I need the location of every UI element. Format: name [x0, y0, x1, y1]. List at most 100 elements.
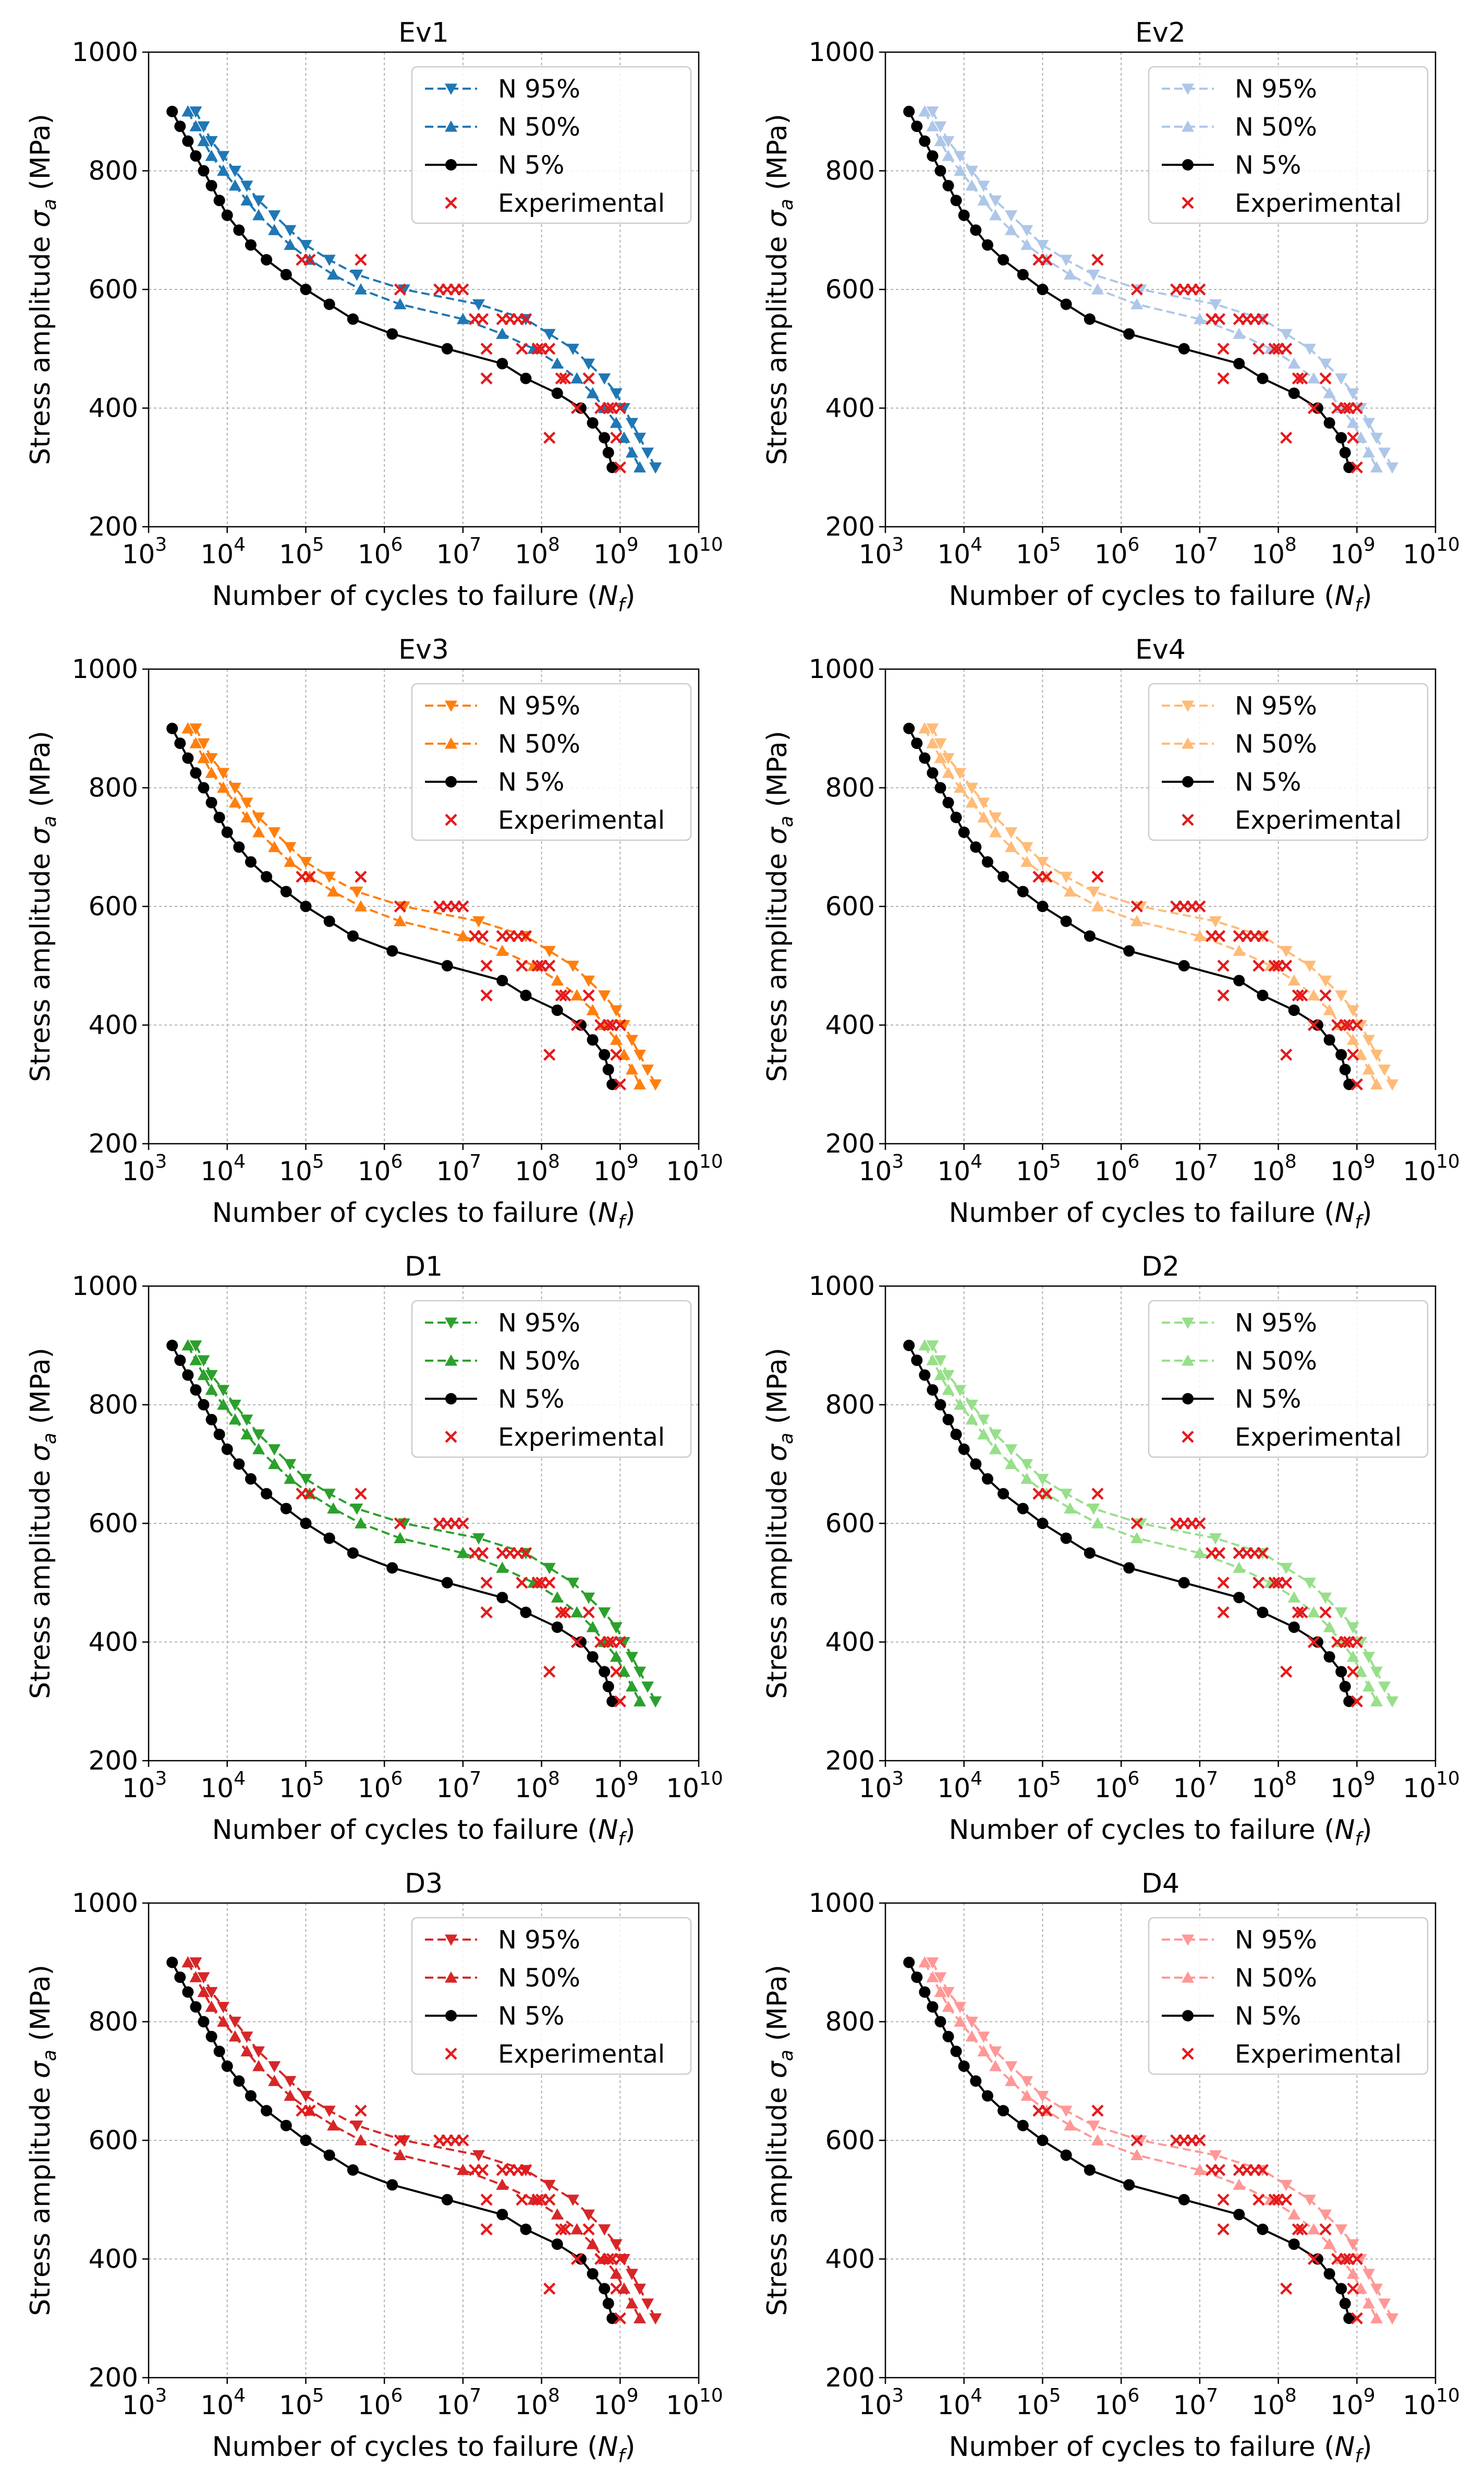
n95-point: [598, 2224, 611, 2236]
n50-point: [1020, 1472, 1033, 1484]
n95-point: [1362, 1035, 1375, 1046]
experimental-point: [1213, 2164, 1226, 2176]
x-tick-label: 103: [122, 534, 167, 570]
n50-point: [1091, 2134, 1104, 2146]
experimental-point: [1307, 1636, 1320, 1649]
plot-frame: [148, 51, 700, 528]
n5-point: [245, 2090, 257, 2102]
experimental-point: [1091, 1487, 1104, 1500]
n50-point: [1354, 431, 1367, 443]
y-tick-label: 800: [89, 156, 138, 186]
n5-point: [1343, 462, 1355, 474]
n95-point: [1346, 2239, 1359, 2251]
n50-point: [918, 1956, 931, 1968]
experimental-point: [1319, 989, 1332, 1002]
x-axis-label: Number of cycles to failure (Nf): [949, 1197, 1372, 1233]
n50-point: [617, 2282, 630, 2294]
experimental-point: [1130, 2134, 1143, 2147]
x-tick-label: 1010: [1403, 2385, 1459, 2420]
experimental-point: [1280, 343, 1293, 355]
legend-box: [411, 683, 692, 841]
n95-point: [217, 768, 230, 780]
n95-point: [1303, 961, 1316, 972]
experimental-point: [1256, 1547, 1269, 1559]
n5-point: [347, 313, 359, 325]
n50-point: [1307, 372, 1320, 384]
n95-point: [1280, 2179, 1293, 2191]
n50-point: [1323, 387, 1336, 398]
experimental-point: [394, 2134, 406, 2147]
x-tick-label: 108: [1251, 2385, 1297, 2420]
experimental-point: [516, 1577, 528, 1589]
n50-point: [189, 1354, 202, 1365]
experimental-point: [516, 960, 528, 972]
experimental-point: [1347, 1048, 1359, 1061]
legend-marker-n5: [1182, 159, 1194, 171]
experimental-point: [1292, 372, 1304, 385]
n5-point: [1323, 1651, 1335, 1663]
n50-point: [551, 2208, 564, 2220]
n5-point: [919, 752, 931, 764]
n5-point: [496, 2209, 508, 2221]
experimental-point: [614, 1695, 626, 1707]
n50-point: [1354, 1048, 1367, 1060]
n95-point: [1378, 1681, 1391, 1693]
x-axis-label: Number of cycles to failure (Nf): [212, 1197, 636, 1233]
n5-point: [911, 1971, 923, 1983]
experimental-point: [582, 372, 595, 385]
x-tick-label: 105: [1016, 534, 1061, 570]
experimental-point: [559, 989, 571, 1002]
x-tick-label: 1010: [1403, 1768, 1459, 1803]
legend-label: Experimental: [498, 1423, 665, 1452]
n50-point: [1233, 2178, 1246, 2190]
experimental-point: [1194, 1517, 1206, 1530]
n50-point: [926, 1354, 939, 1365]
y-tick-label: 600: [89, 891, 138, 922]
n50-point: [181, 722, 194, 734]
experimental-point: [1351, 461, 1363, 474]
n5-point: [942, 1413, 954, 1425]
n95-point: [1319, 358, 1332, 370]
x-tick-label: 104: [937, 1768, 982, 1803]
experimental-point: [1319, 1606, 1332, 1619]
n50-point: [1362, 1063, 1375, 1075]
y-axis-label: Stress amplitude σa (MPa): [762, 1965, 797, 2316]
n5-point: [587, 1651, 599, 1663]
n50-point: [394, 2149, 407, 2161]
experimental-point: [457, 1517, 469, 1530]
n5-point: [1257, 989, 1269, 1001]
experimental-point: [1280, 1577, 1293, 1589]
n5-point: [347, 930, 359, 942]
experimental-point: [543, 1577, 556, 1589]
n95-point: [641, 2298, 654, 2310]
x-tick-label: 106: [358, 2385, 403, 2420]
n95-point: [942, 1987, 955, 1998]
n95-point: [641, 447, 654, 459]
x-tick-label: 109: [1330, 1151, 1376, 1186]
n5-point: [386, 1562, 398, 1574]
n50-point: [354, 2134, 367, 2146]
experimental-point: [614, 1019, 626, 1032]
experimental-point: [1091, 870, 1104, 883]
n5-point: [221, 1443, 233, 1455]
n95-point: [472, 299, 485, 311]
n50-point: [617, 1665, 630, 1677]
experimental-point: [570, 402, 583, 415]
n5-point: [1257, 1606, 1269, 1618]
n95-point: [1020, 2076, 1033, 2088]
x-tick-label: 103: [859, 534, 904, 570]
experimental-point: [582, 1606, 595, 1619]
n50-point: [1130, 1532, 1144, 1544]
n5-point: [323, 298, 335, 310]
n5-point: [261, 254, 273, 266]
n50-point: [1193, 312, 1206, 324]
n50-point: [205, 2001, 218, 2012]
n50-point: [189, 120, 202, 131]
experimental-point: [614, 1636, 626, 1649]
n5-point: [1123, 328, 1135, 340]
n5-point: [575, 1019, 587, 1031]
n95-point: [926, 106, 939, 118]
y-tick-label: 800: [825, 2007, 875, 2037]
n5-point: [441, 343, 453, 355]
n95-point: [633, 432, 646, 444]
